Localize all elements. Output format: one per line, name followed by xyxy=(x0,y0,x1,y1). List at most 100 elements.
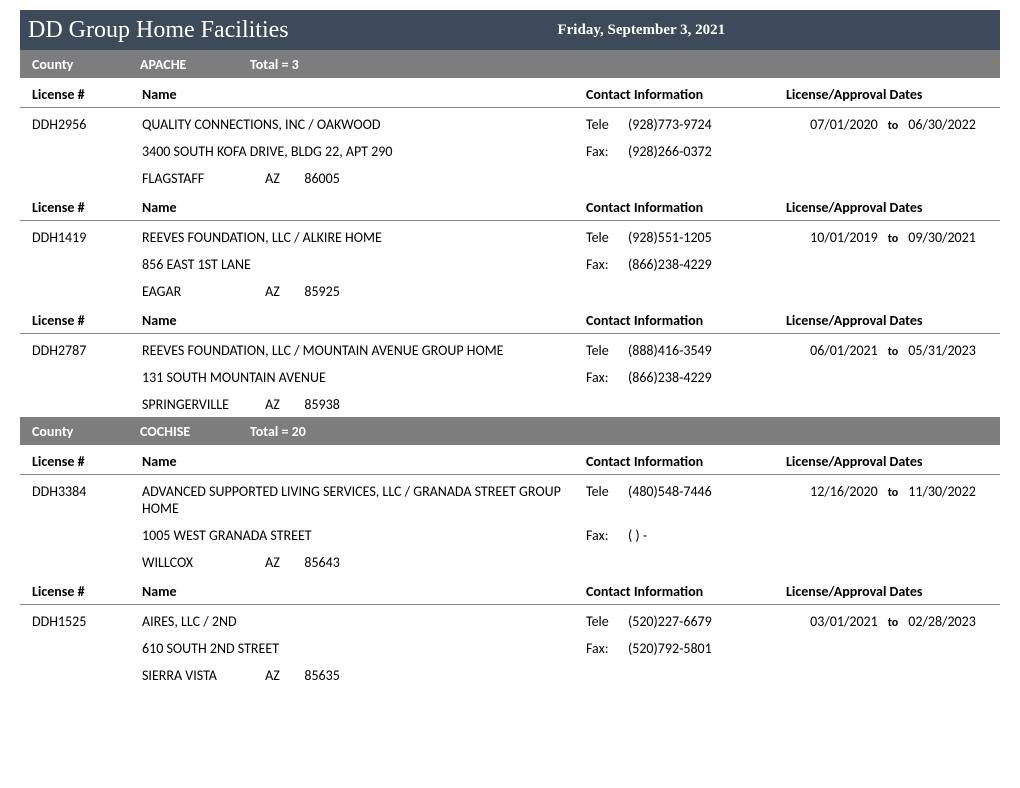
title-bar: DD Group Home Facilities Friday, Septemb… xyxy=(20,10,1000,50)
record-license: DDH2787 xyxy=(32,342,142,359)
facility-record: DDH3384 ADVANCED SUPPORTED LIVING SERVIC… xyxy=(20,475,1000,575)
record-citystatezip: EAGAR AZ 85925 xyxy=(142,283,586,300)
header-license: License # xyxy=(32,86,142,103)
fax-value: (520)792-5801 xyxy=(628,640,712,657)
record-name: REEVES FOUNDATION, LLC / ALKIRE HOME xyxy=(142,229,586,246)
record-dates: 06/01/2021 to 05/31/2023 xyxy=(786,342,1000,359)
header-contact: Contact Information xyxy=(586,312,786,329)
record-fax: Fax: ( ) - xyxy=(586,527,786,544)
header-contact: Contact Information xyxy=(586,86,786,103)
fax-value: ( ) - xyxy=(628,527,647,544)
header-dates: License/Approval Dates xyxy=(786,86,1000,103)
header-name: Name xyxy=(142,453,586,470)
record-tele: Tele (480)548-7446 xyxy=(586,483,786,517)
record-zip: 85938 xyxy=(304,396,339,413)
county-group: County COCHISE Total = 20 License # Name… xyxy=(20,417,1000,688)
county-label: County xyxy=(32,56,140,73)
record-citystatezip: WILLCOX AZ 85643 xyxy=(142,554,586,571)
record-city: FLAGSTAFF xyxy=(142,170,262,187)
report-title: DD Group Home Facilities xyxy=(26,17,289,44)
date-from: 06/01/2021 xyxy=(810,342,878,359)
fax-label: Fax: xyxy=(586,369,628,386)
facility-record: DDH2956 QUALITY CONNECTIONS, INC / OAKWO… xyxy=(20,108,1000,191)
record-address: 610 SOUTH 2ND STREET xyxy=(142,640,586,657)
header-license: License # xyxy=(32,453,142,470)
county-bar: County COCHISE Total = 20 xyxy=(20,417,1000,445)
section-header: License # Name Contact Information Licen… xyxy=(20,575,1000,605)
record-zip: 86005 xyxy=(304,170,339,187)
record-tele: Tele (520)227-6679 xyxy=(586,613,786,630)
record-zip: 85635 xyxy=(304,667,339,684)
record-citystatezip: FLAGSTAFF AZ 86005 xyxy=(142,170,586,187)
header-license: License # xyxy=(32,199,142,216)
date-to: 06/30/2022 xyxy=(908,116,976,133)
record-city: EAGAR xyxy=(142,283,262,300)
records-container: License # Name Contact Information Licen… xyxy=(20,78,1000,417)
date-from: 10/01/2019 xyxy=(810,229,878,246)
record-state: AZ xyxy=(265,170,301,187)
record-state: AZ xyxy=(265,396,301,413)
date-to-label: to xyxy=(888,119,899,133)
county-total: Total = 3 xyxy=(250,56,299,73)
section-header: License # Name Contact Information Licen… xyxy=(20,191,1000,221)
date-to-label: to xyxy=(888,232,899,246)
record-tele: Tele (928)773-9724 xyxy=(586,116,786,133)
record-dates: 03/01/2021 to 02/28/2023 xyxy=(786,613,1000,630)
section-header: License # Name Contact Information Licen… xyxy=(20,445,1000,475)
record-state: AZ xyxy=(265,283,301,300)
county-group: County APACHE Total = 3 License # Name C… xyxy=(20,50,1000,417)
report-date-wrap: Friday, September 3, 2021 xyxy=(289,21,994,39)
record-license: DDH3384 xyxy=(32,483,142,517)
record-fax: Fax: (928)266-0372 xyxy=(586,143,786,160)
record-zip: 85643 xyxy=(304,554,339,571)
record-name: AIRES, LLC / 2ND xyxy=(142,613,586,630)
date-from: 03/01/2021 xyxy=(810,613,878,630)
record-dates: 12/16/2020 to 11/30/2022 xyxy=(786,483,1000,517)
tele-value: (928)773-9724 xyxy=(628,116,712,133)
fax-label: Fax: xyxy=(586,256,628,273)
record-fax: Fax: (520)792-5801 xyxy=(586,640,786,657)
record-license: DDH1419 xyxy=(32,229,142,246)
record-address: 1005 WEST GRANADA STREET xyxy=(142,527,586,544)
tele-label: Tele xyxy=(586,229,628,246)
fax-label: Fax: xyxy=(586,527,628,544)
header-contact: Contact Information xyxy=(586,199,786,216)
report-date: Friday, September 3, 2021 xyxy=(557,22,725,38)
header-dates: License/Approval Dates xyxy=(786,453,1000,470)
record-fax: Fax: (866)238-4229 xyxy=(586,256,786,273)
tele-label: Tele xyxy=(586,613,628,630)
report: DD Group Home Facilities Friday, Septemb… xyxy=(20,0,1000,688)
header-name: Name xyxy=(142,86,586,103)
facility-record: DDH1419 REEVES FOUNDATION, LLC / ALKIRE … xyxy=(20,221,1000,304)
tele-value: (520)227-6679 xyxy=(628,613,712,630)
date-to: 05/31/2023 xyxy=(908,342,976,359)
county-name: APACHE xyxy=(140,56,250,73)
header-name: Name xyxy=(142,312,586,329)
date-from: 12/16/2020 xyxy=(810,483,878,500)
header-dates: License/Approval Dates xyxy=(786,312,1000,329)
record-fax: Fax: (866)238-4229 xyxy=(586,369,786,386)
county-groups: County APACHE Total = 3 License # Name C… xyxy=(20,50,1000,688)
date-to-label: to xyxy=(888,616,899,630)
record-city: WILLCOX xyxy=(142,554,262,571)
date-to: 09/30/2021 xyxy=(908,229,976,246)
header-name: Name xyxy=(142,199,586,216)
record-city: SIERRA VISTA xyxy=(142,667,262,684)
record-tele: Tele (928)551-1205 xyxy=(586,229,786,246)
date-to: 02/28/2023 xyxy=(908,613,976,630)
record-license: DDH2956 xyxy=(32,116,142,133)
tele-label: Tele xyxy=(586,342,628,359)
facility-record: DDH2787 REEVES FOUNDATION, LLC / MOUNTAI… xyxy=(20,334,1000,417)
tele-label: Tele xyxy=(586,116,628,133)
section-header: License # Name Contact Information Licen… xyxy=(20,304,1000,334)
tele-label: Tele xyxy=(586,483,628,517)
record-address: 3400 SOUTH KOFA DRIVE, BLDG 22, APT 290 xyxy=(142,143,586,160)
record-citystatezip: SPRINGERVILLE AZ 85938 xyxy=(142,396,586,413)
county-bar: County APACHE Total = 3 xyxy=(20,50,1000,78)
record-address: 856 EAST 1ST LANE xyxy=(142,256,586,273)
record-city: SPRINGERVILLE xyxy=(142,396,262,413)
county-name: COCHISE xyxy=(140,423,250,440)
header-dates: License/Approval Dates xyxy=(786,199,1000,216)
fax-label: Fax: xyxy=(586,143,628,160)
date-to-label: to xyxy=(888,486,899,500)
